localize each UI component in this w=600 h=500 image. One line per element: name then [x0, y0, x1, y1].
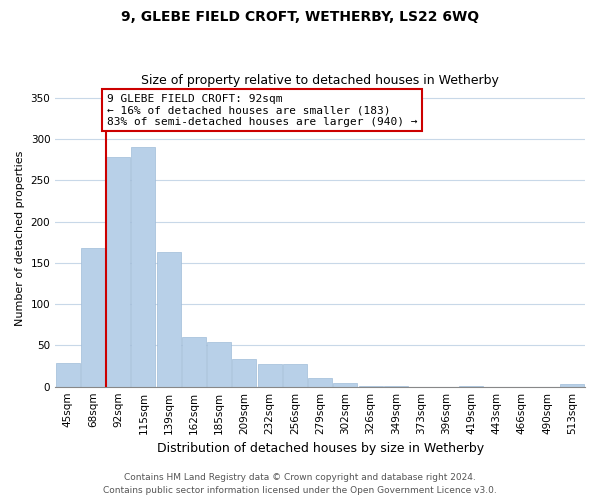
Bar	[232, 360, 256, 386]
Bar	[257, 364, 281, 386]
Bar	[560, 384, 584, 386]
Bar	[334, 382, 357, 386]
Bar	[157, 252, 181, 386]
Title: Size of property relative to detached houses in Wetherby: Size of property relative to detached ho…	[141, 74, 499, 87]
Text: Contains HM Land Registry data © Crown copyright and database right 2024.
Contai: Contains HM Land Registry data © Crown c…	[103, 474, 497, 495]
Bar	[283, 364, 307, 386]
Bar	[81, 248, 105, 386]
Text: 9 GLEBE FIELD CROFT: 92sqm
← 16% of detached houses are smaller (183)
83% of sem: 9 GLEBE FIELD CROFT: 92sqm ← 16% of deta…	[107, 94, 418, 127]
Text: 9, GLEBE FIELD CROFT, WETHERBY, LS22 6WQ: 9, GLEBE FIELD CROFT, WETHERBY, LS22 6WQ	[121, 10, 479, 24]
Bar	[131, 146, 155, 386]
Bar	[106, 157, 130, 386]
Bar	[308, 378, 332, 386]
Y-axis label: Number of detached properties: Number of detached properties	[15, 150, 25, 326]
Bar	[182, 337, 206, 386]
Bar	[56, 362, 80, 386]
X-axis label: Distribution of detached houses by size in Wetherby: Distribution of detached houses by size …	[157, 442, 484, 455]
Bar	[207, 342, 231, 386]
